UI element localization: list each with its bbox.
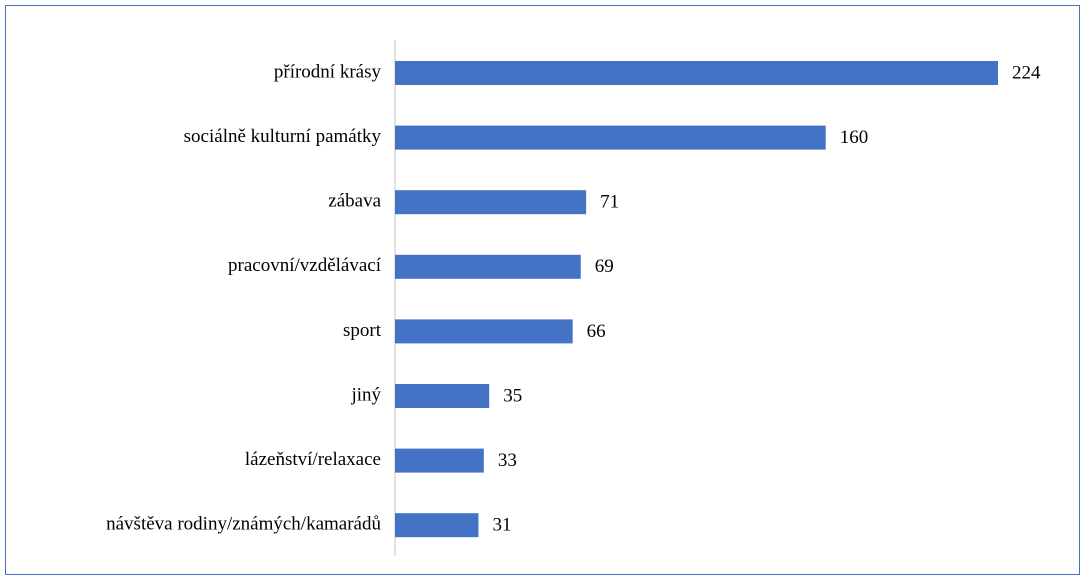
category-label: sociálně kulturní památky	[184, 126, 382, 147]
bar	[395, 190, 587, 215]
bar	[395, 319, 573, 344]
category-label: přírodní krásy	[274, 61, 382, 82]
category-label: zábava	[328, 191, 381, 212]
value-label: 71	[600, 192, 619, 213]
value-label: 31	[492, 515, 511, 536]
bar	[395, 384, 490, 408]
category-label: pracovní/vzdělávací	[228, 255, 382, 276]
category-label: jiný	[350, 384, 381, 405]
bar	[395, 125, 826, 150]
bar	[395, 513, 479, 538]
category-label: lázeňství/relaxace	[245, 449, 381, 470]
value-label: 160	[840, 127, 869, 148]
bar	[395, 61, 998, 85]
value-label: 33	[498, 450, 517, 471]
category-label: návštěva rodiny/známých/kamarádů	[106, 514, 381, 535]
bar	[395, 254, 581, 279]
value-label: 224	[1012, 62, 1041, 83]
value-label: 69	[595, 256, 614, 277]
value-label: 35	[503, 385, 522, 406]
chart-border	[5, 5, 1080, 575]
bar	[395, 448, 484, 473]
category-label: sport	[343, 320, 382, 341]
value-label: 66	[587, 321, 606, 342]
